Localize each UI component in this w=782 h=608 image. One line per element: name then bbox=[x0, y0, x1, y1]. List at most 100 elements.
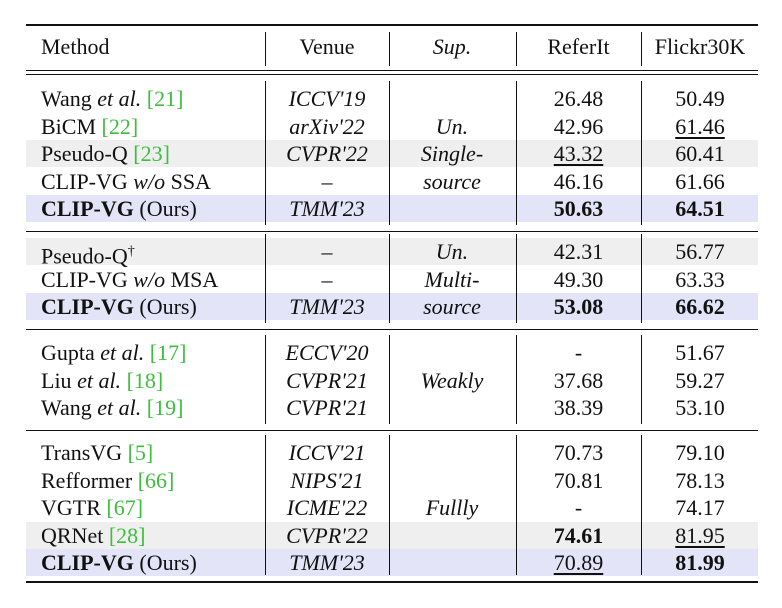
citation-link: [5] bbox=[127, 440, 154, 465]
referit-value: 74.61 bbox=[553, 522, 604, 548]
method-name: Pseudo-Q bbox=[41, 243, 128, 269]
flickr30k-value: 78.13 bbox=[675, 467, 725, 493]
group-rule bbox=[26, 430, 758, 431]
column-divider-sup bbox=[389, 32, 390, 66]
venue-cell: ICCV'19 bbox=[288, 86, 366, 111]
referit-cell: 70.81 bbox=[517, 467, 640, 494]
flickr30k-cell: 74.17 bbox=[642, 494, 758, 521]
method-name: VGTR bbox=[41, 495, 107, 521]
referit-cell: 74.61 bbox=[517, 522, 640, 549]
method-emphasis: et al. bbox=[97, 86, 142, 111]
flickr30k-value: 50.49 bbox=[675, 86, 725, 111]
referit-value: 37.68 bbox=[553, 367, 604, 393]
column-divider bbox=[641, 81, 642, 225]
venue-cell: TMM'23 bbox=[289, 294, 365, 320]
row-highlight-ours bbox=[26, 293, 758, 321]
method-emphasis: et al. bbox=[97, 395, 142, 421]
header-venue: Venue bbox=[299, 34, 355, 59]
flickr30k-cell: 63.33 bbox=[642, 266, 758, 293]
venue-cell: CVPR'21 bbox=[286, 367, 368, 393]
flickr30k-value: 74.17 bbox=[675, 495, 725, 521]
citation-link: [66] bbox=[137, 467, 175, 493]
method-cell: Refformer [66] bbox=[41, 467, 174, 494]
method-suffix: (Ours) bbox=[133, 196, 197, 222]
flickr30k-value: 79.10 bbox=[675, 440, 725, 465]
method-emphasis: w/o bbox=[133, 168, 166, 194]
venue-cell: ECCV'20 bbox=[285, 340, 369, 365]
method-name: Liu bbox=[41, 367, 78, 393]
column-divider bbox=[389, 435, 390, 575]
referit-value: 53.08 bbox=[553, 294, 604, 320]
flickr30k-cell: 53.10 bbox=[642, 394, 758, 421]
bottom-rule bbox=[26, 581, 758, 583]
method-name: Wang bbox=[41, 395, 98, 421]
referit-cell: 49.30 bbox=[517, 266, 640, 293]
flickr30k-cell: 61.66 bbox=[642, 168, 758, 195]
flickr30k-value: 59.27 bbox=[675, 367, 725, 393]
referit-value: 42.96 bbox=[553, 113, 604, 139]
header-rule-2 bbox=[26, 74, 758, 75]
referit-value: 70.89 bbox=[553, 550, 604, 576]
referit-value: 26.48 bbox=[553, 86, 604, 111]
referit-cell: 70.73 bbox=[517, 439, 640, 466]
column-divider bbox=[389, 81, 390, 225]
referit-value: - bbox=[574, 340, 583, 365]
method-cell: CLIP-VG w/o MSA bbox=[41, 266, 218, 293]
venue-cell: – bbox=[321, 168, 333, 194]
method-cell: BiCM [22] bbox=[41, 113, 138, 140]
flickr30k-value: 81.99 bbox=[675, 550, 725, 576]
referit-cell: 70.89 bbox=[517, 549, 640, 576]
header-flickr30k: Flickr30K bbox=[654, 34, 746, 59]
method-cell: Pseudo-Q [23] bbox=[41, 140, 170, 167]
flickr30k-value: 51.67 bbox=[675, 340, 725, 365]
method-emphasis: et al. bbox=[77, 367, 122, 393]
method-cell: TransVG [5] bbox=[41, 439, 153, 466]
flickr30k-value: 61.66 bbox=[675, 168, 725, 194]
citation-link: [17] bbox=[149, 340, 187, 365]
method-superscript: † bbox=[127, 244, 135, 259]
group-rule bbox=[26, 329, 758, 330]
flickr30k-cell: 59.27 bbox=[642, 367, 758, 394]
flickr30k-value: 60.41 bbox=[675, 141, 725, 167]
column-divider bbox=[641, 435, 642, 575]
referit-value: 46.16 bbox=[553, 168, 604, 194]
referit-cell: 46.16 bbox=[517, 168, 640, 195]
method-cell: Wang et al. [21] bbox=[41, 85, 183, 112]
referit-value: 43.32 bbox=[553, 141, 604, 167]
row-highlight-gray bbox=[26, 238, 758, 265]
referit-value: 70.81 bbox=[553, 467, 604, 493]
method-cell: Wang et al. [19] bbox=[41, 394, 183, 421]
column-divider bbox=[641, 234, 642, 323]
referit-cell: 37.68 bbox=[517, 367, 640, 394]
flickr30k-cell: 51.67 bbox=[642, 339, 758, 366]
method-cell: CLIP-VG (Ours) bbox=[41, 293, 197, 320]
venue-cell: CVPR'22 bbox=[286, 141, 368, 167]
flickr30k-cell: 81.99 bbox=[642, 549, 758, 576]
referit-cell: 42.96 bbox=[517, 113, 640, 140]
flickr30k-value: 61.46 bbox=[675, 113, 725, 139]
column-divider bbox=[516, 234, 517, 323]
method-name: Pseudo-Q bbox=[41, 141, 134, 167]
referit-value: 50.63 bbox=[553, 196, 604, 222]
top-rule bbox=[26, 24, 758, 26]
venue-cell: – bbox=[321, 266, 333, 292]
referit-cell: 43.32 bbox=[517, 140, 640, 167]
venue-cell: ICME'22 bbox=[286, 495, 368, 521]
method-emphasis: et al. bbox=[100, 340, 145, 365]
method-cell: QRNet [28] bbox=[41, 522, 145, 549]
supervision-label: Fullly bbox=[425, 495, 479, 521]
method-name: Gupta bbox=[41, 340, 101, 365]
column-divider-venue bbox=[265, 32, 266, 66]
method-cell: CLIP-VG (Ours) bbox=[41, 195, 197, 222]
method-name: CLIP-VG bbox=[41, 266, 134, 292]
flickr30k-value: 66.62 bbox=[675, 294, 725, 320]
citation-link: [23] bbox=[133, 141, 170, 167]
supervision-label: Un. bbox=[435, 113, 469, 139]
row-highlight-gray bbox=[26, 521, 758, 549]
flickr30k-cell: 56.77 bbox=[642, 238, 758, 265]
flickr30k-cell: 60.41 bbox=[642, 140, 758, 167]
column-divider bbox=[265, 435, 266, 575]
method-cell: CLIP-VG (Ours) bbox=[41, 549, 197, 576]
supervision-label: source bbox=[423, 294, 481, 320]
header-rule-1 bbox=[26, 70, 758, 71]
